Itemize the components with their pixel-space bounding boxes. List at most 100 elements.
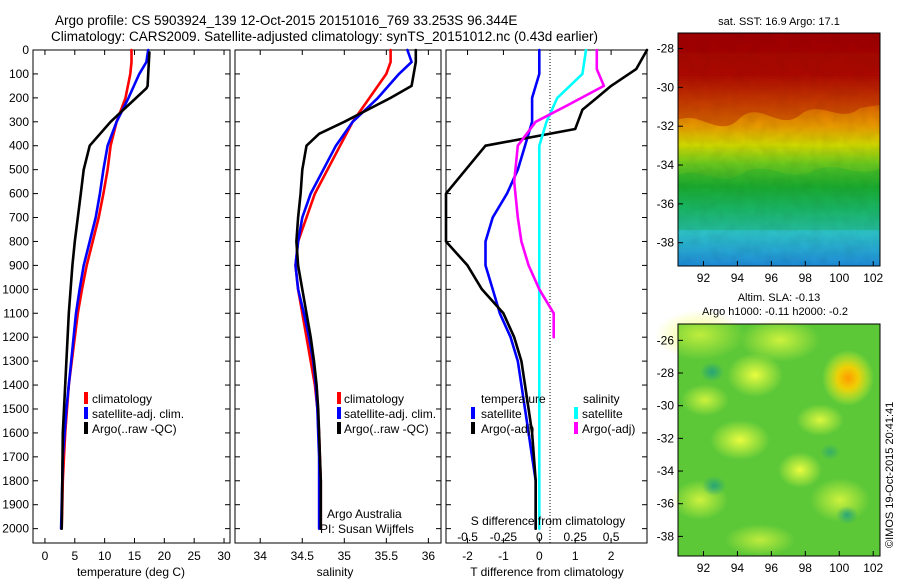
map-y-tick-label: -38 [657, 236, 675, 250]
map-y-tick-label: -32 [657, 119, 675, 133]
y-tick-label: 1200 [2, 330, 29, 344]
y-tick-label: 1800 [2, 474, 29, 488]
legend-t-satellite-swatch [471, 407, 475, 419]
legend-temperature-header: temperature [481, 392, 546, 406]
y-tick-label: 600 [9, 187, 29, 201]
t-difference-x-label: T difference from climatology [470, 565, 624, 579]
y-tick-label: 1500 [2, 402, 29, 416]
figure-title-line2: Climatology: CARS2009. Satellite-adjuste… [51, 29, 598, 44]
sla-map-frame [677, 323, 881, 557]
y-tick-label: 2000 [2, 522, 29, 536]
sla-blob [778, 452, 822, 488]
y-tick-label: 900 [9, 258, 29, 272]
x-tick-label: -1 [498, 549, 509, 563]
sla-map-panel: Altim. SLA: -0.13 Argo h1000: -0.11 h200… [655, 292, 884, 575]
sla-blob [796, 404, 844, 436]
legend-t-argo-swatch [471, 422, 475, 434]
y-tick-label: 800 [9, 234, 29, 248]
y-tick-label: 1700 [2, 450, 29, 464]
map-x-tick-label: 92 [697, 561, 711, 575]
profile-line-argo-raw-qc [295, 48, 418, 530]
sla-blob [740, 318, 820, 362]
x-tick-label: 20 [158, 549, 172, 563]
legend-satellite-swatch [84, 407, 88, 419]
legend-s-satellite-swatch [574, 407, 578, 419]
salinity-x-label: salinity [317, 565, 354, 579]
sla-anomaly-blobs [655, 310, 874, 556]
source-annotation-line1: Argo Australia [327, 507, 402, 521]
map-x-tick-label: 94 [731, 271, 745, 285]
difference-panel: -2 -1 0 1 2 -0.5 -0.25 0 0.25 0.5 S difference fr… [444, 48, 649, 579]
x-tick-label: 25 [188, 549, 202, 563]
map-y-tick-label: -34 [657, 158, 675, 172]
map-y-tick-label: -32 [657, 431, 675, 445]
sst-heatmap [678, 33, 880, 266]
difference-legend: temperature salinity satellite Argo(-adj… [471, 392, 635, 436]
map-y-tick-label: -36 [657, 197, 675, 211]
x-tick-label: 34.5 [291, 549, 315, 563]
sla-blob [710, 420, 770, 460]
profile-line-satellite-adj-clim [59, 48, 150, 530]
profile-line-salinity-satellite [537, 48, 588, 530]
legend-s-argo-label: Argo(-adj) [582, 422, 635, 436]
map-y-tick-label: -30 [657, 399, 675, 413]
legend-argo-label: Argo(..raw -QC) [344, 422, 429, 436]
sla-map-title-line1: Altim. SLA: -0.13 [738, 292, 821, 304]
map-x-tick-label: 96 [765, 561, 779, 575]
legend-salinity-header: salinity [583, 392, 620, 406]
difference-plot-frame [445, 49, 648, 544]
x-tick-label: 35 [338, 549, 352, 563]
y-tick-label: 400 [9, 139, 29, 153]
sst-green-band [678, 167, 880, 230]
legend-climatology-swatch [337, 392, 341, 404]
legend-climatology-swatch [84, 392, 88, 404]
map-y-tick-label: -36 [657, 497, 675, 511]
profile-line-salinity-argo-adj [512, 48, 606, 339]
x-tick-label: 0 [536, 549, 543, 563]
source-annotation-line2: PI: Susan Wijffels [320, 522, 414, 536]
map-x-tick-label: 100 [829, 271, 849, 285]
salinity-profiles [294, 48, 418, 530]
x-tick-label: 5 [71, 549, 78, 563]
map-x-tick-label: 100 [829, 561, 849, 575]
legend-s-argo-swatch [574, 422, 578, 434]
sst-warm-tongue [678, 33, 880, 127]
temperature-axis-ticks: 0 5 10 15 20 25 300100200300400500600700800900… [2, 43, 231, 563]
y-tick-label: 0 [22, 43, 29, 57]
temperature-panel: 0 5 10 15 20 25 300100200300400500600700800900… [2, 43, 231, 579]
legend-t-argo-label: Argo(-adj) [481, 422, 534, 436]
y-tick-label: 1400 [2, 378, 29, 392]
profile-line-temperature-argo-adj [444, 48, 649, 530]
temperature-profiles [59, 48, 151, 530]
salinity-legend: climatology satellite-adj. clim. Argo(..… [337, 392, 436, 436]
s-diff-tick-label: -0.5 [457, 530, 478, 544]
legend-t-satellite-label: satellite [481, 407, 522, 421]
profile-line-temperature-satellite [484, 48, 541, 530]
sla-blob [727, 353, 783, 397]
map-x-tick-label: 102 [863, 271, 883, 285]
map-y-tick-label: -30 [657, 80, 675, 94]
x-tick-label: 2 [608, 549, 615, 563]
sst-map-panel: sat. SST: 16.9 Argo: 17.1 92 94 96 98 100 102… [657, 16, 884, 285]
s-diff-tick-label: 0.5 [603, 530, 620, 544]
x-tick-label: 35.5 [375, 549, 399, 563]
sla-blob [822, 350, 874, 406]
sla-blob [725, 524, 795, 556]
y-tick-label: 1100 [3, 306, 29, 320]
legend-argo-swatch [337, 422, 341, 434]
map-y-tick-label: -26 [657, 333, 675, 347]
s-diff-tick-label: -0.25 [490, 530, 518, 544]
x-tick-label: 34 [254, 549, 268, 563]
map-y-tick-label: -28 [657, 366, 675, 380]
sst-map-frame [677, 32, 881, 267]
x-tick-label: -2 [462, 549, 473, 563]
salinity-axis-ticks: 34 34.5 35 35.5 36 [235, 49, 441, 563]
sla-blob [681, 384, 729, 416]
y-tick-label: 700 [9, 211, 29, 225]
y-tick-label: 100 [9, 67, 29, 81]
y-tick-label: 1000 [2, 282, 29, 296]
x-tick-label: 36 [422, 549, 436, 563]
y-tick-label: 500 [9, 163, 29, 177]
legend-climatology-label: climatology [92, 392, 152, 406]
